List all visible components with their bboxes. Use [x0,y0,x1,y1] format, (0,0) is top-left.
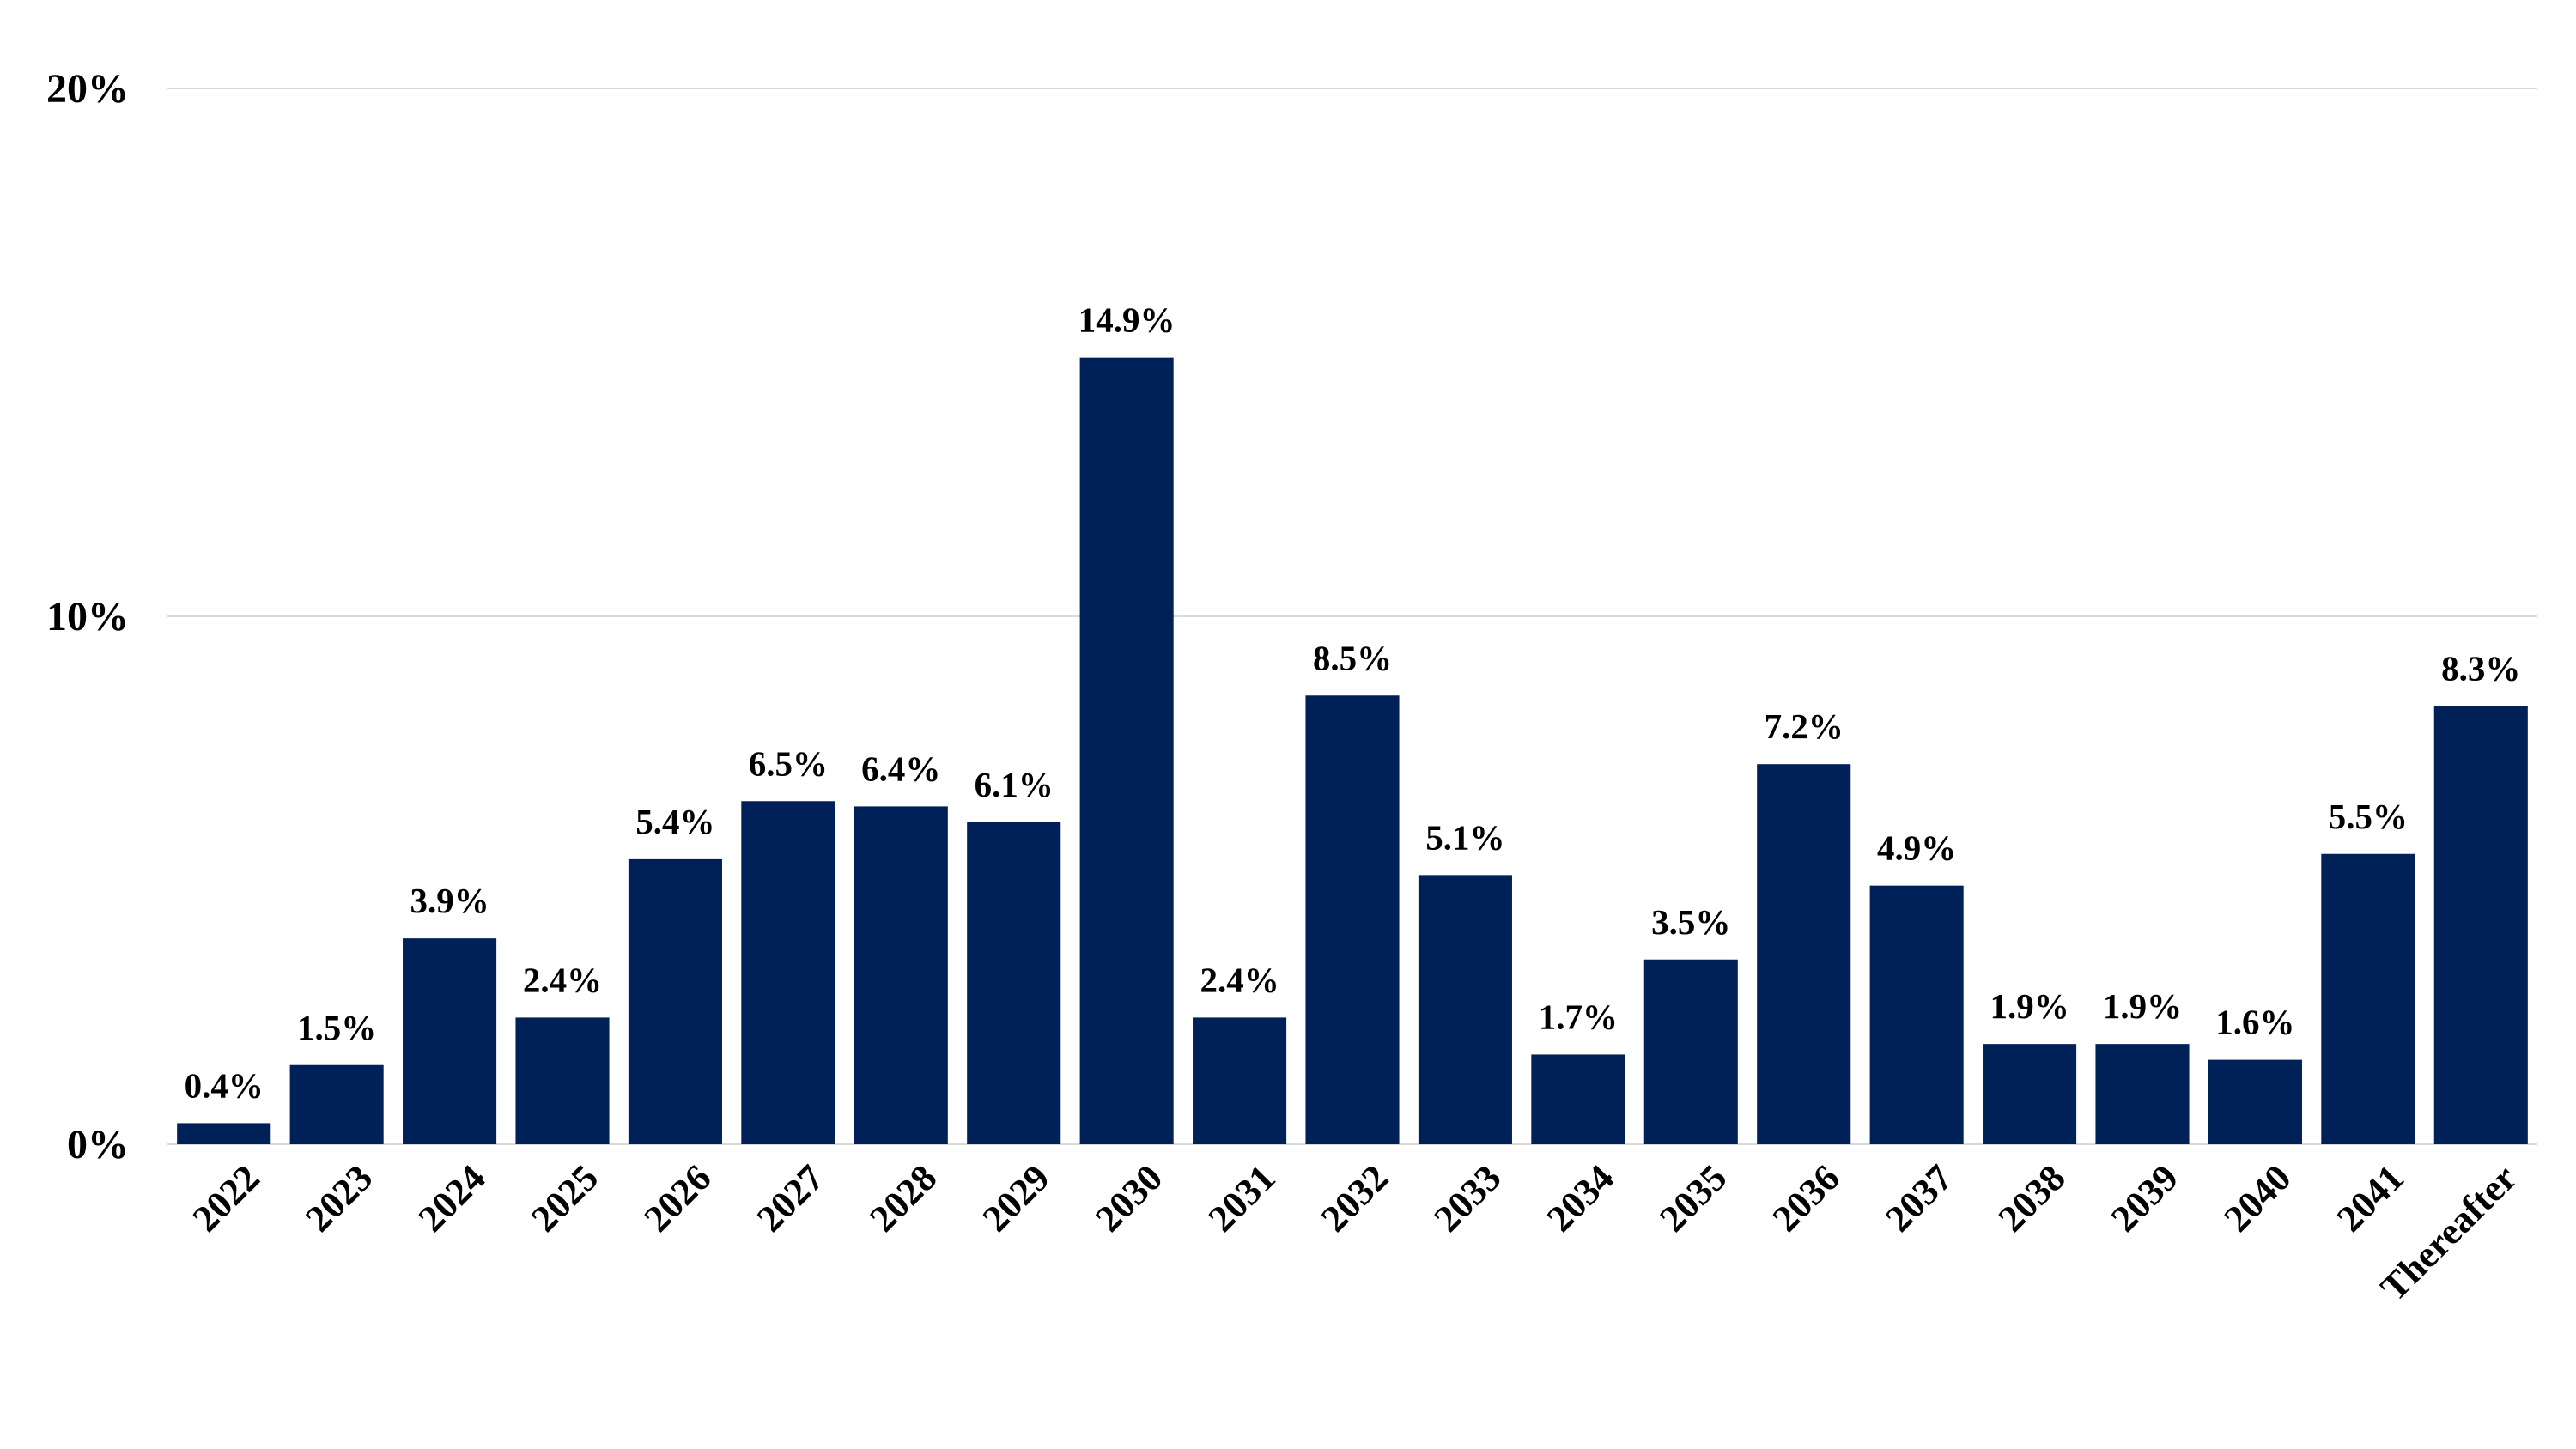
y-tick-label: 10% [46,594,129,640]
x-tick-label-2041: 2041 [2329,1156,2412,1240]
y-tick-label: 20% [46,66,129,112]
data-label-2024: 3.9% [410,881,489,920]
data-label-2028: 6.4% [861,749,940,788]
x-tick-label-2027: 2027 [749,1156,832,1240]
bar-2035 [1643,959,1738,1144]
x-tick-label-2028: 2028 [861,1156,945,1240]
bar-2030 [1079,357,1174,1144]
data-label-2041: 5.5% [2329,797,2408,836]
x-tick-label-2036: 2036 [1765,1156,1848,1240]
x-tick-label-2034: 2034 [1539,1156,1622,1240]
x-axis-category-labels: 2022 2023 2024 2025 2026 2027 2028 2029 2030 2031… [185,1156,2524,1308]
x-tick-label-2033: 2033 [1426,1156,1510,1240]
bar-2037 [1869,885,1964,1144]
data-label-2035: 3.5% [1651,902,1730,942]
x-tick-label-2026: 2026 [636,1156,720,1240]
x-tick-label-2039: 2039 [2103,1156,2186,1240]
x-tick-label-2035: 2035 [1651,1156,1735,1240]
x-tick-label-2040: 2040 [2216,1156,2300,1240]
x-tick-label-2037: 2037 [1877,1156,1960,1240]
bar-2038 [1983,1044,2077,1144]
bar-2022 [177,1123,271,1144]
bar-2029 [967,822,1061,1144]
bar-Thereafter [2433,706,2528,1144]
bar-2027 [741,801,835,1144]
data-label-2037: 4.9% [1877,828,1956,868]
x-tick-label-2025: 2025 [523,1156,606,1240]
bar-2034 [1531,1054,1625,1144]
y-tick-label: 0% [67,1122,129,1167]
bar-2036 [1757,764,1851,1144]
bar-2024 [403,938,497,1144]
x-tick-label-2031: 2031 [1200,1156,1284,1240]
data-label-2022: 0.4% [185,1065,264,1105]
bar-2025 [515,1017,610,1144]
x-tick-label-2022: 2022 [185,1156,268,1240]
bar-2026 [628,858,722,1144]
x-tick-label-2029: 2029 [975,1156,1058,1240]
data-labels: 0.4% 1.5% 3.9% 2.4% 5.4% 6.5% 6.4% 6.1% 14.9% 2.4… [185,300,2521,1106]
data-label-2033: 5.1% [1425,817,1504,857]
data-label-2023: 1.5% [297,1008,376,1047]
data-label-2038: 1.9% [1990,986,2069,1026]
data-label-2030: 14.9% [1078,300,1176,340]
bar-2033 [1418,875,1512,1144]
data-label-2036: 7.2% [1765,706,1844,746]
data-label-2031: 2.4% [1200,960,1279,999]
x-tick-label-2023: 2023 [297,1156,380,1240]
data-label-2029: 6.1% [975,765,1054,804]
bar-2032 [1305,695,1400,1144]
bars [177,357,2528,1144]
x-tick-label-2038: 2038 [1990,1156,2074,1240]
data-label-2039: 1.9% [2103,986,2182,1026]
x-tick-label-2030: 2030 [1087,1156,1170,1240]
data-label-Thereafter: 8.3% [2441,649,2520,688]
bar-2040 [2208,1059,2302,1144]
bar-2041 [2321,853,2415,1144]
x-tick-label-2024: 2024 [410,1156,494,1240]
data-label-2027: 6.5% [749,743,828,783]
data-label-2040: 1.6% [2215,1003,2294,1042]
bar-2028 [854,806,948,1144]
x-tick-label-2032: 2032 [1313,1156,1396,1240]
bar-2039 [2095,1044,2190,1144]
data-label-2026: 5.4% [635,802,714,841]
data-label-2034: 1.7% [1539,997,1618,1036]
bar-2023 [289,1064,384,1144]
bar-2031 [1193,1017,1287,1144]
data-label-2032: 8.5% [1313,638,1392,677]
data-label-2025: 2.4% [523,960,602,999]
y-axis-tick-labels: 0% 10% 20% [46,66,129,1167]
